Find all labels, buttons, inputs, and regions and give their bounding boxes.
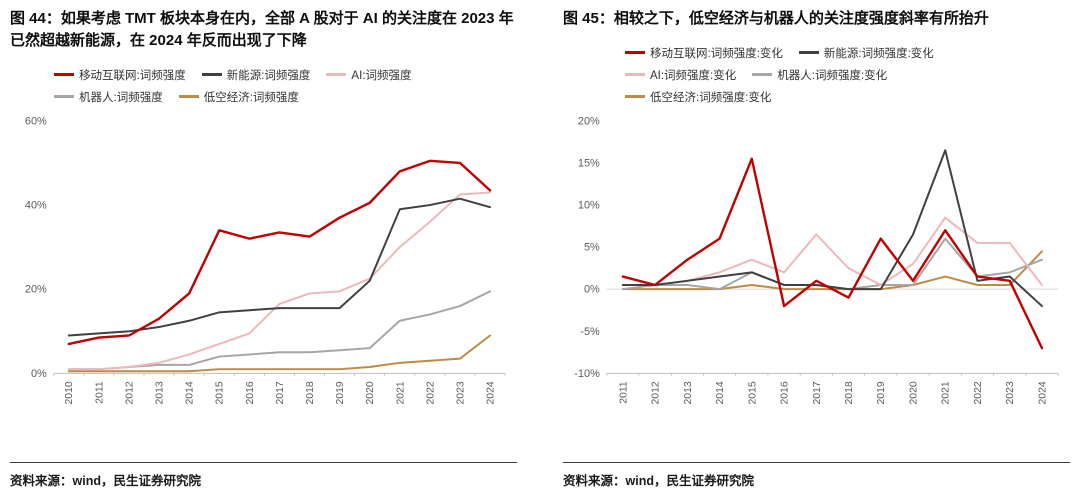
svg-text:2018: 2018 (305, 381, 316, 404)
svg-text:5%: 5% (584, 241, 600, 253)
svg-text:2012: 2012 (651, 381, 662, 404)
svg-text:2024: 2024 (486, 381, 497, 404)
figure-45-panel: 图 45：相较之下，低空经济与机器人的关注度强度斜率有所抬升 移动互联网:词频强… (563, 8, 1070, 489)
legend-label: 低空经济:词频强度:变化 (650, 91, 772, 104)
legend-item: 机器人:词频强度 (54, 89, 163, 105)
legend-label: AI:词频强度:变化 (650, 69, 737, 82)
legend-line-swatch (625, 51, 645, 55)
svg-text:60%: 60% (25, 115, 47, 127)
legend-line-swatch (625, 73, 645, 77)
legend-label: 新能源:词频强度:变化 (823, 47, 934, 60)
svg-text:2019: 2019 (335, 381, 346, 404)
svg-text:40%: 40% (25, 199, 47, 211)
legend-line-swatch (798, 51, 819, 55)
svg-text:-5%: -5% (580, 326, 600, 338)
svg-text:2023: 2023 (455, 381, 466, 404)
legend-item: 新能源:词频强度 (201, 67, 311, 83)
figure-44-title: 图 44：如果考虑 TMT 板块本身在内，全部 A 股对于 AI 的关注度在 2… (10, 10, 514, 49)
legend-line-swatch (54, 73, 74, 76)
figure-45-legend: 移动互联网:词频强度:变化 新能源:词频强度:变化 AI:词频强度:变化 机器人:词频… (625, 42, 1061, 108)
legend-line-swatch (178, 95, 199, 98)
figure-44-divider (10, 462, 517, 463)
svg-text:20%: 20% (578, 115, 600, 127)
legend-item: 机器人:词频强度:变化 (752, 67, 887, 83)
svg-text:2017: 2017 (275, 381, 286, 404)
legend-item: 低空经济:词频强度 (178, 89, 299, 105)
legend-line-swatch (54, 95, 74, 98)
figure-45-title: 图 45：相较之下，低空经济与机器人的关注度强度斜率有所抬升 (563, 10, 989, 27)
legend-line-swatch (752, 73, 773, 77)
figure-44-line-chart: 0% 20% 40% 60% 2010 2011 2012 2013 2014 2015 2016 2… (25, 115, 506, 404)
legend-label: 新能源:词频强度 (226, 69, 311, 82)
figure-45-divider (563, 462, 1070, 463)
svg-text:2022: 2022 (973, 381, 984, 404)
svg-text:2020: 2020 (909, 381, 920, 404)
svg-text:2011: 2011 (618, 381, 629, 404)
legend-label: 机器人:词频强度:变化 (777, 69, 888, 82)
svg-text:2016: 2016 (245, 381, 256, 404)
svg-text:2014: 2014 (185, 381, 196, 404)
svg-text:2010: 2010 (64, 381, 75, 404)
legend-item: 移动互联网:词频强度:变化 (625, 45, 783, 61)
figure-45-line-chart: -10% -5% 0% 5% 10% 15% 20% 2011 2012 2013 2014 2015… (574, 115, 1059, 404)
legend-item: AI:词频强度 (326, 67, 411, 83)
legend-line-swatch (625, 95, 645, 99)
legend-label: 低空经济:词频强度 (203, 91, 299, 104)
svg-text:2022: 2022 (425, 381, 436, 404)
svg-text:2023: 2023 (1005, 381, 1016, 404)
svg-text:-10%: -10% (574, 368, 600, 380)
legend-label: 移动互联网:词频强度:变化 (650, 47, 783, 60)
svg-text:2020: 2020 (365, 381, 376, 404)
legend-item: 新能源:词频强度:变化 (798, 45, 934, 61)
legend-label: 机器人:词频强度 (79, 91, 163, 104)
legend-item: 低空经济:词频强度:变化 (625, 89, 771, 105)
figure-44-panel: 图 44：如果考虑 TMT 板块本身在内，全部 A 股对于 AI 的关注度在 2… (10, 8, 517, 489)
svg-text:2016: 2016 (780, 381, 791, 404)
figure-44-legend: 移动互联网:词频强度 新能源:词频强度 AI:词频强度机器人:词频强度 低空经济:词频… (54, 64, 496, 108)
svg-text:0%: 0% (584, 283, 600, 295)
legend-line-swatch (326, 73, 347, 76)
legend-item: 移动互联网:词频强度 (54, 67, 186, 83)
legend-label: 移动互联网:词频强度 (79, 69, 186, 82)
svg-text:2014: 2014 (715, 381, 726, 404)
svg-text:15%: 15% (578, 157, 600, 169)
svg-text:2011: 2011 (94, 381, 105, 404)
figure-44-source: 资料来源：wind，民生证券研究院 (10, 474, 201, 488)
svg-text:2017: 2017 (812, 381, 823, 404)
svg-text:2018: 2018 (844, 381, 855, 404)
svg-text:2012: 2012 (124, 381, 135, 404)
svg-text:2015: 2015 (215, 381, 226, 404)
svg-text:2013: 2013 (683, 381, 694, 404)
svg-text:2021: 2021 (941, 381, 952, 404)
svg-text:2024: 2024 (1037, 381, 1048, 404)
svg-text:2019: 2019 (876, 381, 887, 404)
svg-text:0%: 0% (31, 367, 47, 379)
svg-text:2015: 2015 (747, 381, 758, 404)
legend-line-swatch (201, 73, 222, 76)
svg-text:10%: 10% (578, 199, 600, 211)
legend-label: AI:词频强度 (351, 69, 412, 82)
figure-45-source: 资料来源：wind，民生证券研究院 (563, 474, 754, 488)
svg-text:2021: 2021 (395, 381, 406, 404)
svg-text:2013: 2013 (154, 381, 165, 404)
svg-text:20%: 20% (25, 283, 47, 295)
legend-item: AI:词频强度:变化 (625, 67, 736, 83)
